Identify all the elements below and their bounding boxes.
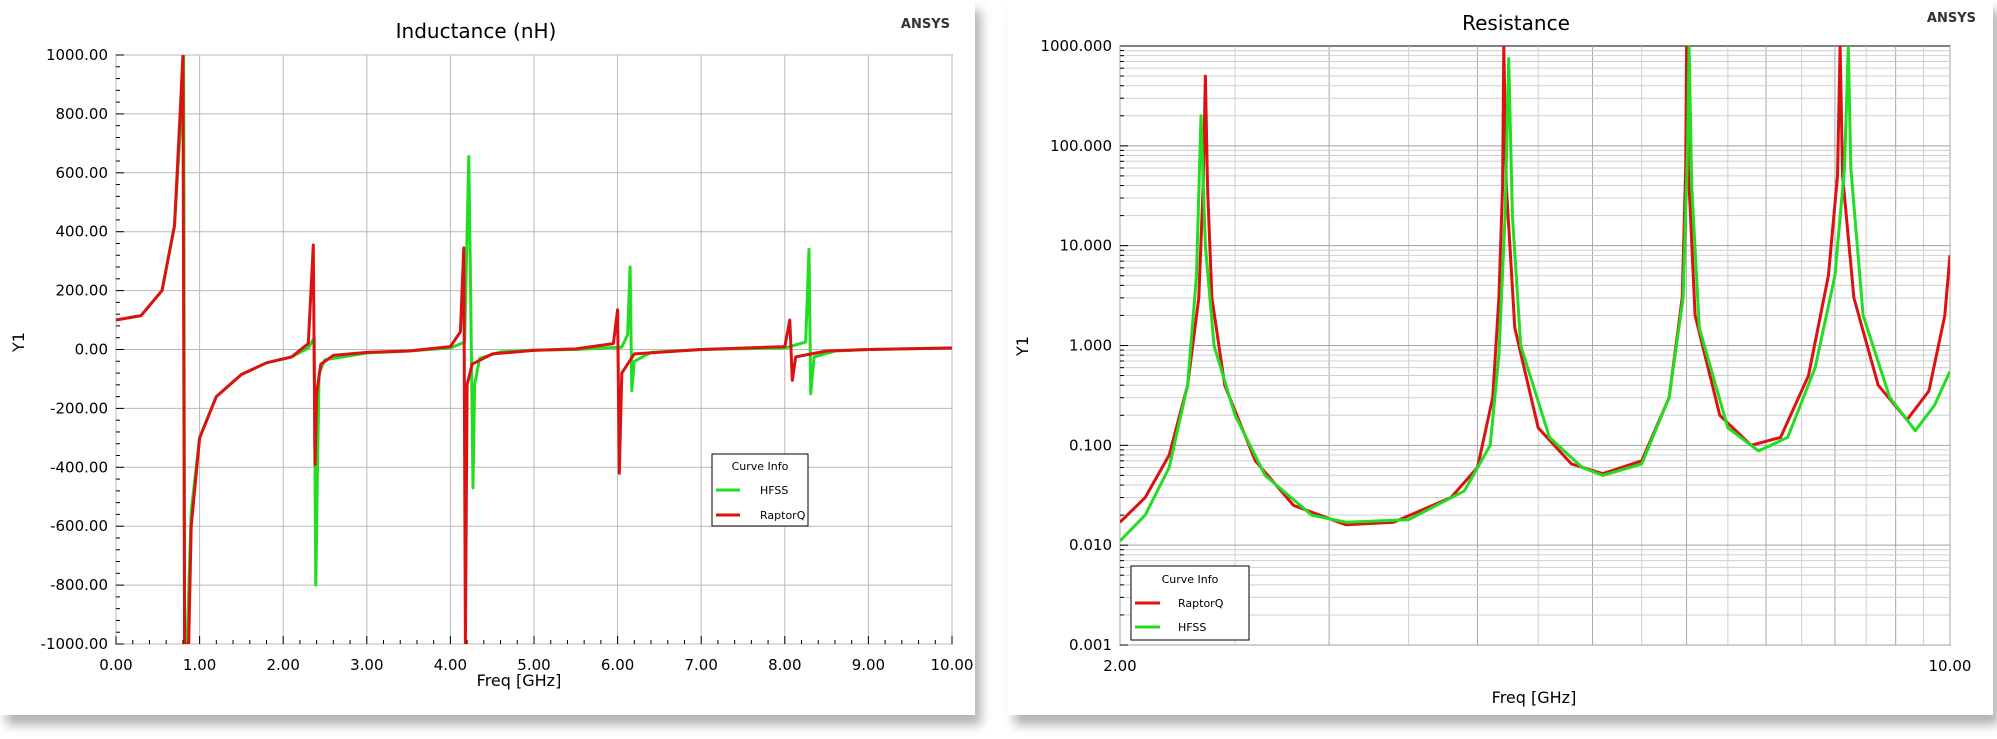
y-tick-label: -400.00 [50,458,108,476]
x-tick-label: 5.00 [517,656,550,674]
legend-entry-raptorq: RaptorQ [760,509,806,522]
x-axis-label: Freq [GHz] [1492,688,1577,707]
x-tick-label: 10.00 [1929,657,1972,675]
resistance-chart: Resistance ANSYS Freq [GHz] Y1 2.00 10.00… [1013,11,1976,707]
y-tick-label: 400.00 [56,223,109,241]
x-tick-label: 7.00 [684,656,717,674]
chart-title: Resistance [1462,11,1570,35]
series-line-raptorq [116,55,952,644]
x-tick-label: 3.00 [350,656,383,674]
y-tick-label: -1000.00 [41,635,108,653]
series-line-raptorq [1120,46,1950,527]
chart-title: Inductance (nH) [396,19,557,43]
y-tick-label: 600.00 [56,164,109,182]
brand-label: ANSYS [901,17,950,32]
legend-entry-raptorq: RaptorQ [1178,597,1224,610]
y-tick-label: 1000.000 [1040,37,1112,55]
series-line-hfss [1120,46,1950,543]
x-tick-label: 2.00 [1103,657,1136,675]
legend-entry-hfss: HFSS [760,484,788,497]
y-tick-label: -600.00 [50,517,108,535]
x-tick-label: 2.00 [266,656,299,674]
x-tick-label: 8.00 [768,656,801,674]
x-tick-label: 4.00 [434,656,467,674]
y-tick-label: 10.000 [1060,237,1113,255]
y-tick-label: -800.00 [50,576,108,594]
y-axis-label: Y1 [1013,336,1032,357]
legend: Curve Info RaptorQ HFSS [1130,565,1250,641]
legend: Curve Info HFSS RaptorQ [711,453,809,527]
y-tick-label: -200.00 [50,399,108,417]
brand-label: ANSYS [1927,11,1976,26]
legend-title: Curve Info [1162,573,1219,586]
x-tick-label: 6.00 [601,656,634,674]
x-tick-label: 0.00 [99,656,132,674]
y-tick-label: 0.100 [1069,436,1112,454]
resistance-chart-panel: Resistance ANSYS Freq [GHz] Y1 2.00 10.00… [1008,0,1993,715]
y-tick-label: 0.001 [1069,636,1112,654]
x-tick-label: 1.00 [183,656,216,674]
y-tick-label: 1000.00 [46,46,108,64]
y-axis-label: Y1 [9,332,28,353]
y-tick-label: 100.000 [1050,137,1112,155]
y-tick-label: 0.010 [1069,536,1112,554]
x-tick-label: 9.00 [852,656,885,674]
x-tick-label: 10.00 [931,656,974,674]
inductance-chart-panel: Inductance (nH) ANSYS Freq [GHz] Y1 0.00… [0,0,975,715]
y-tick-label: 200.00 [56,282,109,300]
y-tick-label: 800.00 [56,105,109,123]
legend-title: Curve Info [732,460,789,473]
y-tick-label: 1.000 [1069,337,1112,355]
x-axis-label: Freq [GHz] [477,671,562,690]
y-tick-label: 0.00 [75,341,108,359]
legend-entry-hfss: HFSS [1178,621,1206,634]
inductance-chart: Inductance (nH) ANSYS Freq [GHz] Y1 0.00… [9,17,974,690]
